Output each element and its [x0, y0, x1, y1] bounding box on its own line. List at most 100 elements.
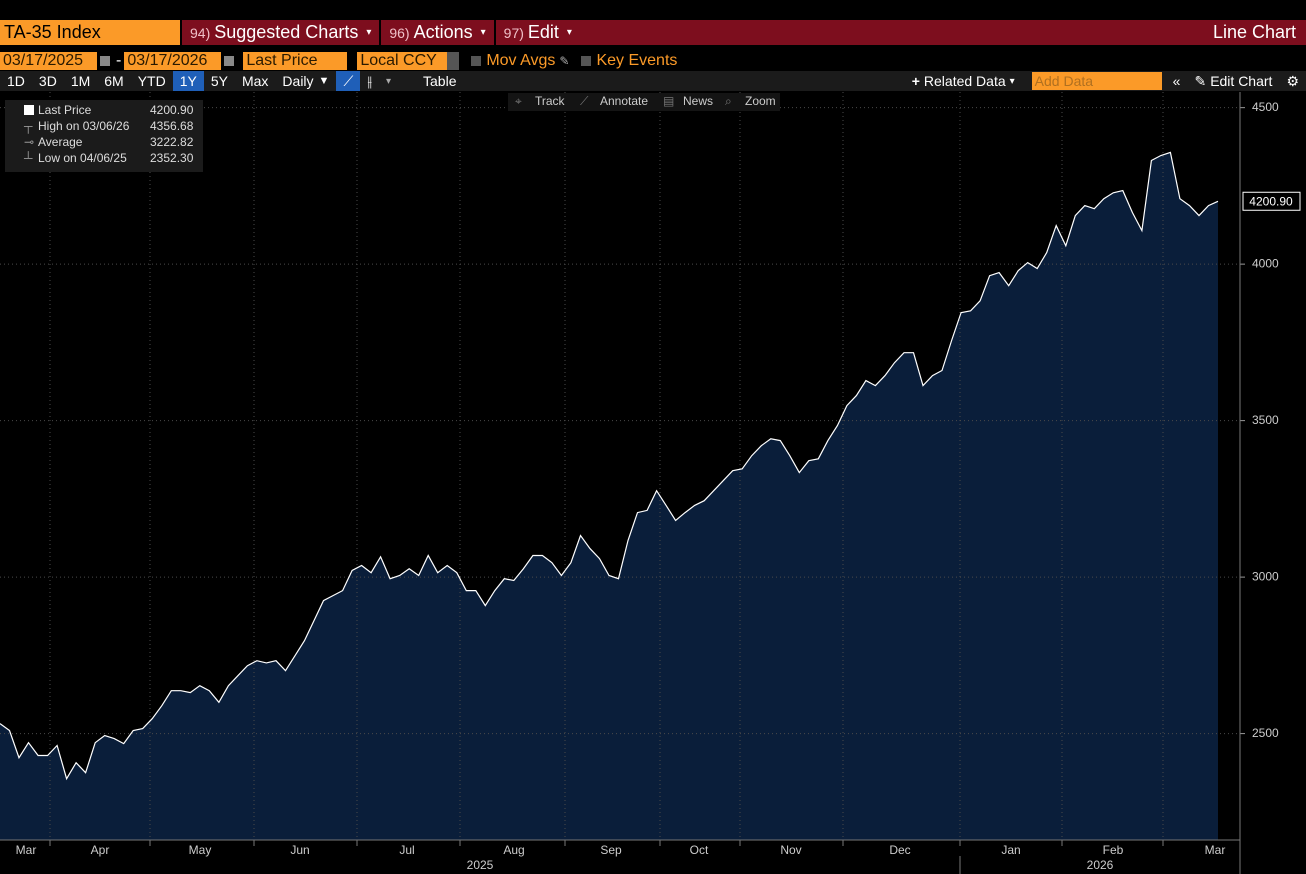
tool-icon: ▤	[663, 94, 674, 108]
frequency-label: Daily	[282, 73, 314, 89]
edit-chart-label: Edit Chart	[1210, 73, 1273, 89]
frequency[interactable]: Daily ▼	[282, 73, 330, 89]
menu[interactable]: 94) Suggested Charts ▾	[180, 20, 379, 45]
chart-tool[interactable]: Annotate	[600, 94, 648, 108]
mov-avgs[interactable]: Mov Avgs	[486, 52, 556, 69]
chart-tools-bar	[508, 93, 780, 111]
line-icon[interactable]: ⟋	[336, 71, 361, 91]
tool-icon: ⌕	[725, 94, 732, 108]
legend-value: 4200.90	[150, 103, 194, 117]
menus: 94) Suggested Charts ▾ 96) Actions ▾ 97) Edit ▾	[180, 20, 580, 45]
legend-value: 2352.30	[150, 151, 194, 165]
last-price-value: 4200.90	[1249, 194, 1293, 208]
price-line	[0, 151, 1219, 781]
x-tick-label: Jul	[399, 843, 414, 857]
x-tick-label: Nov	[780, 843, 801, 857]
ticker[interactable]: TA-35 Index	[0, 20, 180, 45]
menu-label: Edit	[527, 22, 559, 42]
legend-box	[5, 100, 203, 172]
dropdown-icon[interactable]: ▾	[385, 75, 392, 87]
period-tab[interactable]: 1M	[70, 73, 91, 89]
menu-number: 96)	[389, 24, 410, 41]
period-tab[interactable]: 5Y	[210, 73, 228, 89]
collapse-icon[interactable]: «	[1172, 73, 1181, 89]
menu-number: 97)	[503, 24, 524, 41]
settings-icon[interactable]: ⚙	[1286, 72, 1299, 89]
y-tick-label: 2500	[1252, 726, 1279, 740]
y-tick-label: 3000	[1252, 569, 1279, 583]
x-tick-label: Dec	[889, 843, 910, 857]
x-tick-label: Oct	[690, 843, 709, 857]
caret: ▾	[566, 27, 572, 38]
legend-value: 4356.68	[150, 119, 194, 133]
period-tab[interactable]: 3D	[38, 73, 57, 89]
chart: 2500 3000 3500 4000 4500 Mar Apr May Jun Jul Aug Se…	[0, 92, 1301, 874]
period-tab[interactable]: 1D	[7, 73, 25, 89]
tool-icon: ⟋	[580, 94, 589, 108]
period-tab[interactable]: Max	[241, 73, 269, 89]
year-label: 2026	[1087, 858, 1114, 872]
chart-tool[interactable]: Track	[535, 94, 566, 108]
y-tick-label: 3500	[1252, 413, 1279, 427]
controls: 03/17/2025 - 03/17/2026 Last Price Local…	[0, 51, 1306, 71]
year-label: 2025	[467, 858, 494, 872]
caret: ▾	[480, 27, 486, 38]
table-button[interactable]: Table	[423, 73, 457, 89]
calendar-icon[interactable]	[224, 56, 235, 66]
checkbox[interactable]	[581, 56, 592, 66]
legend-label: Last Price	[38, 103, 92, 117]
legend-icon: ⊸	[24, 135, 34, 149]
period-tab[interactable]: 6M	[104, 73, 124, 89]
x-tick-label: Aug	[503, 843, 524, 857]
legend-value: 3222.82	[150, 135, 194, 149]
related-label: Related Data	[923, 73, 1006, 89]
menu-number: 94)	[190, 24, 211, 41]
toolbar: 1D 3D 1M 6M YTD 1Y 5Y Max Daily ▼ ⟋ ⫲ ▾ Table + R…	[0, 71, 1306, 91]
tool-icon: ⌖	[515, 94, 522, 108]
x-tick-label: Jun	[290, 843, 309, 857]
checkbox[interactable]	[471, 56, 482, 66]
date-separator: -	[116, 52, 122, 69]
legend-icon: ┴	[23, 151, 33, 165]
legend-label: High on 03/06/26	[38, 119, 130, 133]
area	[0, 152, 1218, 840]
key-events[interactable]: Key Events	[596, 52, 678, 69]
dropdown-icon[interactable]	[447, 52, 460, 70]
calendar-icon[interactable]	[100, 56, 110, 66]
period-tab[interactable]: YTD	[137, 73, 166, 89]
bar-icon[interactable]: ⫲	[367, 72, 372, 89]
caret: ▾	[366, 27, 372, 38]
period-tab[interactable]: 1Y	[172, 71, 204, 91]
currency[interactable]: Local CCY	[357, 52, 448, 70]
last-price-tag	[1242, 191, 1301, 211]
menu[interactable]: 96) Actions ▾	[379, 20, 493, 45]
menu-label: Suggested Charts	[214, 22, 359, 42]
legend-label: Average	[38, 135, 83, 149]
chart-kind: Line Chart	[1212, 22, 1296, 42]
x-tick-label: May	[189, 843, 212, 857]
x-tick-label: Mar	[1205, 843, 1226, 857]
related-data[interactable]: + Related Data ▾	[911, 73, 1015, 89]
chart-tool[interactable]: Zoom	[745, 94, 776, 108]
legend-swatch	[24, 105, 34, 115]
end-date[interactable]: 03/17/2026	[124, 52, 222, 70]
add-data[interactable]: Add Data	[1031, 72, 1162, 90]
start-date[interactable]: 03/17/2025	[0, 52, 97, 70]
y-tick-label: 4000	[1252, 256, 1279, 270]
field[interactable]: Last Price	[243, 52, 348, 70]
x-tick-label: Apr	[91, 843, 110, 857]
pencil-icon[interactable]: ✎	[559, 54, 570, 68]
legend-icon: ┬	[23, 119, 33, 134]
title-bar: TA-35 Index 94) Suggested Charts ▾ 96) Actio…	[0, 20, 1306, 45]
menu-label: Actions	[413, 22, 473, 42]
x-tick-label: Feb	[1103, 843, 1124, 857]
x-tick-label: Jan	[1001, 843, 1020, 857]
edit-chart[interactable]: ✎ Edit Chart	[1194, 72, 1273, 90]
legend-label: Low on 04/06/25	[38, 151, 127, 165]
x-tick-label: Sep	[600, 843, 622, 857]
chart-tool[interactable]: News	[683, 94, 713, 108]
menu[interactable]: 97) Edit ▾	[493, 20, 580, 45]
periods: 1D 3D 1M 6M YTD 1Y 5Y Max	[0, 71, 275, 91]
x-tick-label: Mar	[16, 843, 37, 857]
